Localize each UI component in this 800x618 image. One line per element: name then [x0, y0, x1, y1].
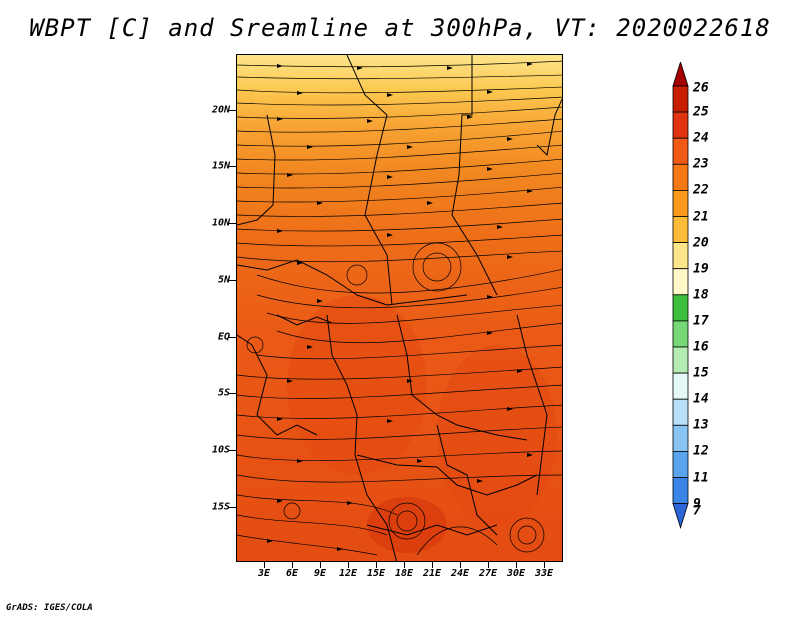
colorbar-label: 17 [693, 313, 709, 329]
colorbar-cell [672, 216, 689, 244]
colorbar-cell [672, 477, 689, 505]
colorbar-label: 16 [693, 339, 709, 355]
colorbar-label: 23 [693, 156, 709, 172]
colorbar-label: 26 [693, 80, 709, 96]
lon-label: 18E [394, 568, 414, 579]
chart-title: WBPT [C] and Sreamline at 300hPa, VT: 20… [29, 14, 771, 42]
lon-tick [348, 562, 349, 568]
lat-tick [229, 280, 236, 281]
colorbar-cell [672, 372, 689, 400]
map-panel [236, 54, 563, 562]
colorbar-label: 13 [693, 417, 709, 433]
colorbar-label: 15 [693, 365, 709, 381]
lat-label: 5N [217, 274, 230, 286]
colorbar-cell [672, 163, 689, 191]
colorbar-label: 14 [693, 391, 709, 407]
lon-label: 27E [478, 568, 498, 579]
colorbar-cell [672, 320, 689, 348]
colorbar-cell [672, 268, 689, 296]
colorbar-arrow-bottom [672, 503, 689, 529]
lat-label: 20N [211, 104, 230, 116]
colorbar-label: 12 [693, 443, 709, 459]
lon-label: 24E [450, 568, 470, 579]
streamline-arrows [267, 62, 533, 551]
colorbar-label: 25 [693, 104, 709, 120]
colorbar-label: 9 [693, 496, 701, 512]
lon-label: 3E [257, 568, 271, 579]
lon-label: 33E [534, 568, 554, 579]
lon-tick [404, 562, 405, 568]
lat-tick [229, 166, 236, 167]
lon-tick [264, 562, 265, 568]
colorbar-cell [672, 346, 689, 374]
lat-tick [229, 450, 236, 451]
lon-label: 12E [338, 568, 358, 579]
lat-label: 15S [211, 501, 230, 513]
colorbar-cell [672, 189, 689, 217]
lon-tick [432, 562, 433, 568]
lon-tick [292, 562, 293, 568]
colorbar-label: 11 [693, 470, 709, 485]
lat-tick [229, 393, 236, 394]
lat-label: 10S [211, 444, 230, 456]
colorbar-cell [672, 242, 689, 270]
credit-text: GrADS: IGES/COLA [6, 603, 93, 613]
streamlines [237, 60, 562, 556]
lon-tick [376, 562, 377, 568]
colorbar-cell [672, 85, 689, 113]
lat-tick [229, 223, 236, 224]
lat-label: 5S [217, 387, 230, 399]
lat-label: 15N [211, 160, 230, 172]
lon-tick [544, 562, 545, 568]
lat-tick [229, 337, 236, 338]
colorbar-label: 20 [693, 235, 709, 251]
colorbar-cell [672, 450, 689, 478]
colorbar-cell [672, 111, 689, 139]
lon-label: 21E [422, 568, 442, 579]
colorbar-label: 24 [693, 130, 709, 146]
lat-tick [229, 110, 236, 111]
lon-label: 9E [313, 568, 327, 579]
map-graphic [237, 55, 562, 561]
colorbar [672, 62, 689, 529]
colorbar-cell [672, 137, 689, 165]
lon-tick [488, 562, 489, 568]
lon-tick [460, 562, 461, 568]
lon-tick [320, 562, 321, 568]
colorbar-cell [672, 398, 689, 426]
colorbar-label: 18 [693, 287, 709, 303]
lat-label: 10N [211, 217, 230, 229]
lat-label: EQ [217, 331, 230, 343]
colorbar-label: 21 [693, 209, 709, 224]
lon-label: 30E [506, 568, 526, 579]
colorbar-arrow-top [672, 62, 689, 87]
lon-tick [516, 562, 517, 568]
colorbar-cell [672, 424, 689, 452]
lat-tick [229, 507, 236, 508]
colorbar-cell [672, 294, 689, 322]
colorbar-label: 7 [693, 503, 701, 519]
lon-label: 6E [285, 568, 299, 579]
colorbar-label: 22 [693, 182, 709, 198]
lon-label: 15E [366, 568, 386, 579]
colorbar-label: 19 [693, 261, 709, 277]
